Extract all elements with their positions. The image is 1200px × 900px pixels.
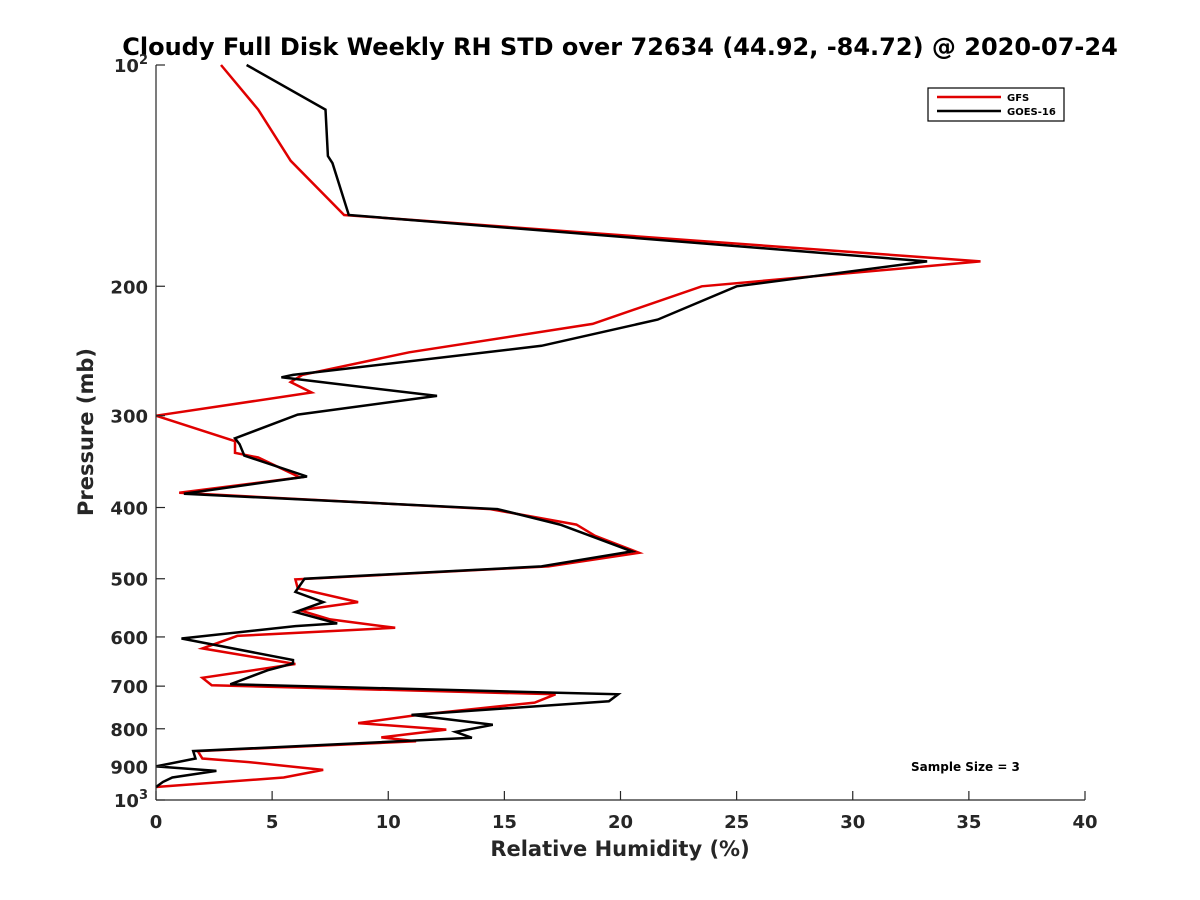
- plot-area: 0 5 10 15 20 25 30 35 40 102 200 300 400 500 600 700 800…: [110, 53, 1097, 833]
- x-tick-label: 25: [724, 812, 749, 833]
- chart-title: Cloudy Full Disk Weekly RH STD over 7263…: [122, 33, 1118, 61]
- y-tick-label: 900: [110, 757, 148, 778]
- series-layer: [155, 63, 981, 789]
- y-tick-label: 102: [114, 53, 148, 77]
- x-tick-label: 40: [1072, 812, 1097, 833]
- y-axis-label: Pressure (mb): [74, 348, 98, 516]
- y-tick-label: 500: [110, 570, 148, 591]
- x-axis-label: Relative Humidity (%): [490, 837, 749, 861]
- y-tick-label: 200: [110, 277, 148, 298]
- y-tick-label: 600: [110, 628, 148, 649]
- x-tick-label: 5: [266, 812, 279, 833]
- series-line-gfs: [155, 64, 981, 789]
- legend: GFS GOES-16: [927, 87, 1065, 122]
- ticks-layer: 0 5 10 15 20 25 30 35 40 102 200 300 400 500 600 700 800…: [110, 53, 1097, 833]
- x-tick-label: 35: [956, 812, 981, 833]
- series-line-goes16: [155, 63, 928, 789]
- y-tick-label: 400: [110, 499, 148, 520]
- legend-box: [927, 87, 1065, 122]
- x-tick-label: 0: [150, 812, 163, 833]
- axes-layer: [155, 65, 1085, 801]
- legend-label-gfs: GFS: [1007, 93, 1029, 104]
- x-tick-label: 15: [492, 812, 517, 833]
- y-tick-label: 800: [110, 720, 148, 741]
- x-tick-label: 20: [608, 812, 633, 833]
- legend-label-goes16: GOES-16: [1007, 107, 1056, 118]
- sample-size-annotation: Sample Size = 3: [911, 760, 1020, 774]
- y-tick-label: 700: [110, 677, 148, 698]
- x-tick-label: 10: [376, 812, 401, 833]
- y-tick-label: 300: [110, 407, 148, 428]
- y-tick-label: 103: [114, 788, 148, 812]
- x-tick-label: 30: [840, 812, 865, 833]
